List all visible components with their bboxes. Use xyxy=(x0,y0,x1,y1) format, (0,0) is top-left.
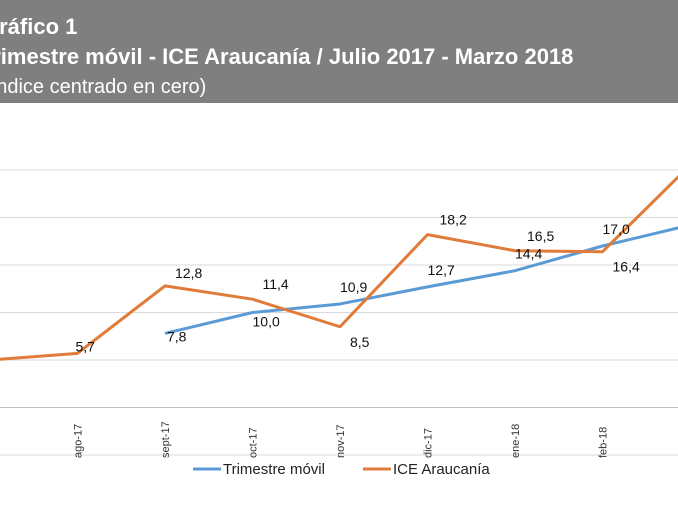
legend-label: ICE Araucanía xyxy=(393,461,490,478)
series-line-ice-araucania xyxy=(0,174,678,361)
x-tick-label: sept-17 xyxy=(160,421,172,458)
x-tick-label: dic-17 xyxy=(423,428,435,458)
data-label: 11,4 xyxy=(263,276,289,292)
data-label: 16,5 xyxy=(527,228,554,244)
x-tick-label: nov-17 xyxy=(335,424,347,458)
data-label: 10,0 xyxy=(253,314,280,330)
x-tick-label: ene-18 xyxy=(510,424,522,458)
chart-number-title: Gráfico 1 xyxy=(0,14,78,39)
legend-label: Trimestre móvil xyxy=(223,461,325,478)
data-label: 17,0 xyxy=(603,221,630,237)
data-label: 12,8 xyxy=(175,265,202,281)
data-labels: 7,810,010,912,714,417,05,05,712,811,48,5… xyxy=(76,212,640,355)
chart-subtitle: (Índice centrado en cero) xyxy=(0,76,207,98)
legend: Trimestre móvil ICE Araucanía xyxy=(193,461,490,478)
data-label: 12,7 xyxy=(428,262,455,278)
data-label: 8,5 xyxy=(350,334,370,350)
chart-title: Trimestre móvil - ICE Araucanía / Julio … xyxy=(0,44,574,69)
gridlines xyxy=(0,169,678,456)
x-tick-label: feb-18 xyxy=(598,427,610,458)
data-label: 10,9 xyxy=(340,279,367,295)
series-line-trimestre-movil xyxy=(164,226,678,335)
data-label: 7,8 xyxy=(167,328,187,344)
data-label: 5,7 xyxy=(76,338,96,354)
chart-header: Gráfico 1 Trimestre móvil - ICE Araucaní… xyxy=(0,0,678,103)
series-lines xyxy=(0,174,678,361)
x-axis: jul-17ago-17sept-17oct-17nov-17dic-17ene… xyxy=(73,421,610,458)
data-label: 18,2 xyxy=(440,212,467,228)
data-label: 16,4 xyxy=(613,259,640,275)
x-tick-label: ago-17 xyxy=(73,424,85,458)
line-chart: 7,810,010,912,714,417,05,05,712,811,48,5… xyxy=(0,169,678,478)
data-label: 14,4 xyxy=(515,246,542,262)
x-tick-label: oct-17 xyxy=(248,427,260,458)
